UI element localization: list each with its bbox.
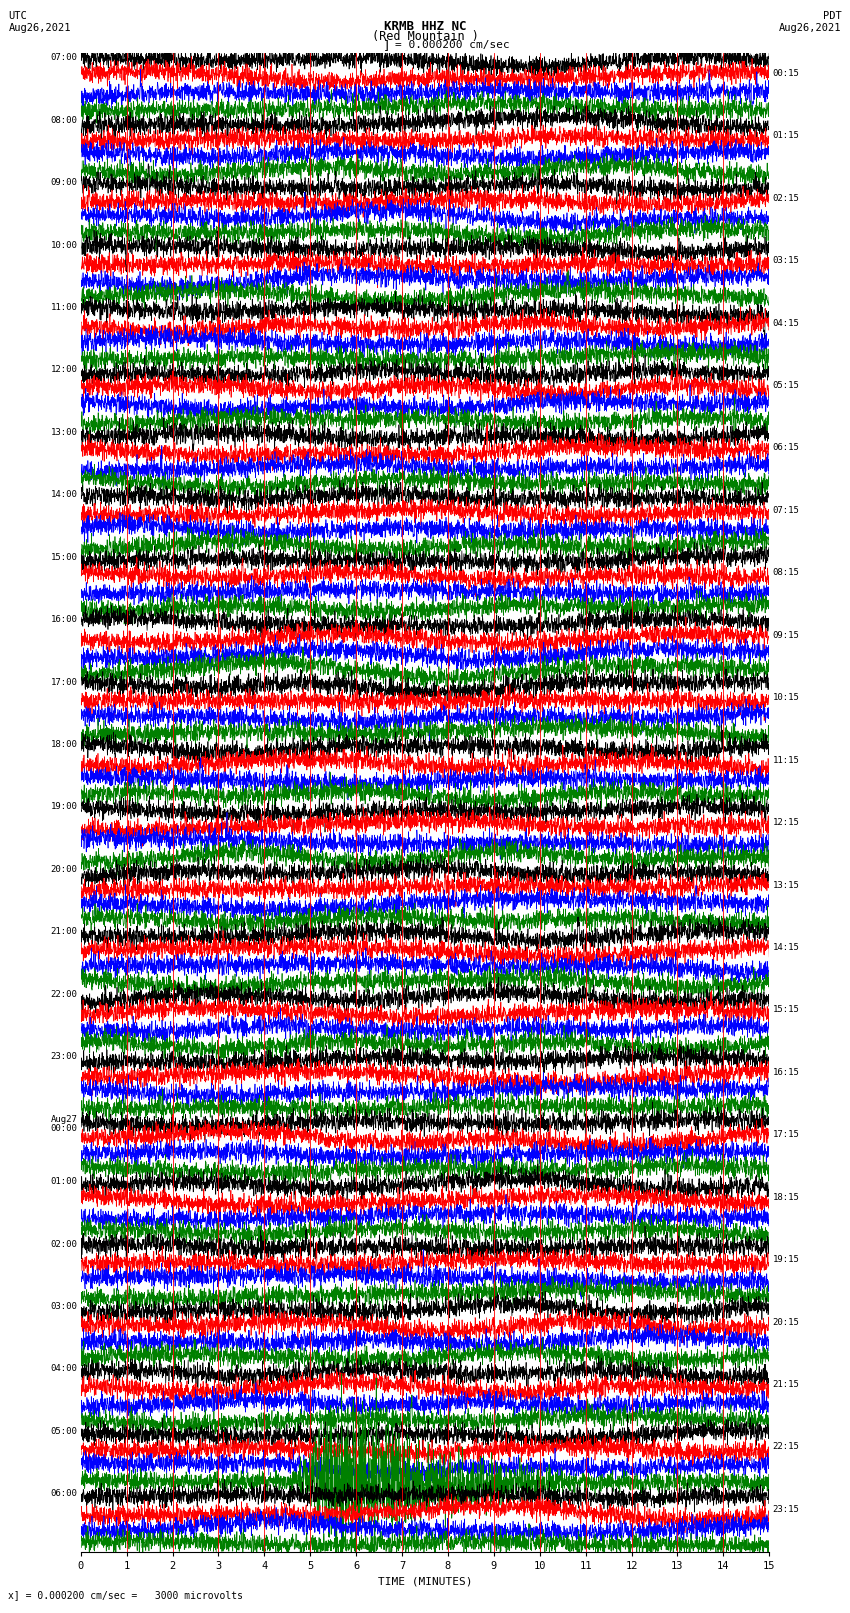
Text: 15:15: 15:15 xyxy=(773,1005,800,1015)
Text: 02:00: 02:00 xyxy=(50,1239,77,1248)
Text: 07:15: 07:15 xyxy=(773,506,800,515)
Text: 22:15: 22:15 xyxy=(773,1442,800,1452)
Text: 00:15: 00:15 xyxy=(773,69,800,77)
Text: UTC
Aug26,2021: UTC Aug26,2021 xyxy=(8,11,71,32)
Text: 05:15: 05:15 xyxy=(773,381,800,390)
Text: 03:00: 03:00 xyxy=(50,1302,77,1311)
Text: Aug27
00:00: Aug27 00:00 xyxy=(50,1115,77,1134)
Text: 19:00: 19:00 xyxy=(50,803,77,811)
Text: 09:15: 09:15 xyxy=(773,631,800,640)
Text: 21:00: 21:00 xyxy=(50,927,77,936)
Text: 06:15: 06:15 xyxy=(773,444,800,453)
Text: 14:00: 14:00 xyxy=(50,490,77,500)
Text: 23:00: 23:00 xyxy=(50,1052,77,1061)
Text: PDT
Aug26,2021: PDT Aug26,2021 xyxy=(779,11,842,32)
X-axis label: TIME (MINUTES): TIME (MINUTES) xyxy=(377,1576,473,1586)
Text: 09:00: 09:00 xyxy=(50,177,77,187)
Text: 05:00: 05:00 xyxy=(50,1428,77,1436)
Text: 10:00: 10:00 xyxy=(50,240,77,250)
Text: 18:15: 18:15 xyxy=(773,1192,800,1202)
Text: 18:00: 18:00 xyxy=(50,740,77,748)
Text: = 0.000200 cm/sec: = 0.000200 cm/sec xyxy=(395,39,510,50)
Text: 08:00: 08:00 xyxy=(50,116,77,124)
Text: ]: ] xyxy=(383,39,390,53)
Text: 14:15: 14:15 xyxy=(773,944,800,952)
Text: KRMB HHZ NC: KRMB HHZ NC xyxy=(383,19,467,34)
Text: 13:15: 13:15 xyxy=(773,881,800,889)
Text: 15:00: 15:00 xyxy=(50,553,77,561)
Text: 11:15: 11:15 xyxy=(773,755,800,765)
Text: x] = 0.000200 cm/sec =   3000 microvolts: x] = 0.000200 cm/sec = 3000 microvolts xyxy=(8,1590,243,1600)
Text: 17:15: 17:15 xyxy=(773,1131,800,1139)
Text: 13:00: 13:00 xyxy=(50,427,77,437)
Text: 23:15: 23:15 xyxy=(773,1505,800,1515)
Text: 12:15: 12:15 xyxy=(773,818,800,827)
Text: 16:15: 16:15 xyxy=(773,1068,800,1077)
Text: 19:15: 19:15 xyxy=(773,1255,800,1265)
Text: 02:15: 02:15 xyxy=(773,194,800,203)
Text: 11:00: 11:00 xyxy=(50,303,77,311)
Text: 20:00: 20:00 xyxy=(50,865,77,874)
Text: 21:15: 21:15 xyxy=(773,1381,800,1389)
Text: (Red Mountain ): (Red Mountain ) xyxy=(371,31,479,44)
Text: 07:00: 07:00 xyxy=(50,53,77,63)
Text: 10:15: 10:15 xyxy=(773,694,800,702)
Text: 17:00: 17:00 xyxy=(50,677,77,687)
Text: 08:15: 08:15 xyxy=(773,568,800,577)
Text: 12:00: 12:00 xyxy=(50,366,77,374)
Text: 01:15: 01:15 xyxy=(773,131,800,140)
Text: 04:00: 04:00 xyxy=(50,1365,77,1373)
Text: 20:15: 20:15 xyxy=(773,1318,800,1326)
Text: 06:00: 06:00 xyxy=(50,1489,77,1498)
Text: 03:15: 03:15 xyxy=(773,256,800,265)
Text: 04:15: 04:15 xyxy=(773,319,800,327)
Text: 22:00: 22:00 xyxy=(50,990,77,998)
Text: 16:00: 16:00 xyxy=(50,615,77,624)
Text: 01:00: 01:00 xyxy=(50,1177,77,1186)
